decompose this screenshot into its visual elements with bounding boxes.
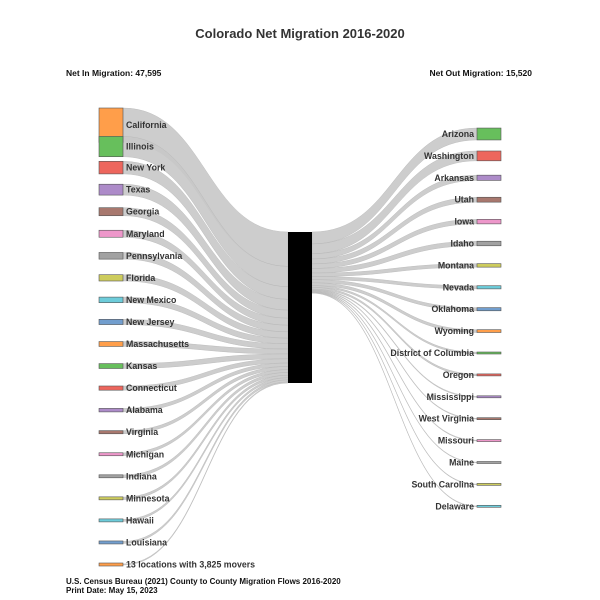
inflow-node-florida bbox=[98, 274, 124, 282]
inflow-label-minnesota: Minnesota bbox=[126, 493, 170, 503]
outflow-label-oklahoma: Oklahoma bbox=[431, 304, 474, 314]
footer: U.S. Census Bureau (2021) County to Coun… bbox=[66, 577, 341, 595]
inflow-label-illinois: Illinois bbox=[126, 142, 154, 152]
inflow-node-minnesota bbox=[98, 496, 124, 501]
net-in-label: Net In Migration: 47,595 bbox=[66, 68, 162, 78]
outflow-node-washington bbox=[476, 150, 502, 162]
outflow-label-arkansas: Arkansas bbox=[434, 173, 474, 183]
inflow-label-alabama: Alabama bbox=[126, 405, 163, 415]
outflow-label-idaho: Idaho bbox=[451, 239, 475, 249]
inflow-label-louisiana: Louisiana bbox=[126, 537, 167, 547]
outflow-node-mississippi bbox=[476, 395, 502, 399]
outflow-node-missouri bbox=[476, 439, 502, 442]
outflow-label-iowa: Iowa bbox=[454, 217, 474, 227]
inflow-node-kansas bbox=[98, 363, 124, 369]
outflow-label-west-virginia: West Virginia bbox=[419, 414, 475, 424]
center-node-colorado bbox=[288, 232, 312, 383]
flow-nodes bbox=[98, 107, 502, 567]
flow-links bbox=[122, 107, 478, 566]
inflow-node-new-mexico bbox=[98, 296, 124, 304]
outflow-node-south-carolina bbox=[476, 483, 502, 486]
inflow-label-connecticut: Connecticut bbox=[126, 383, 177, 393]
inflow-label-maryland: Maryland bbox=[126, 229, 165, 239]
outflow-node-nevada bbox=[476, 285, 502, 290]
inflow-label-pennsylvania: Pennsylvania bbox=[126, 251, 182, 261]
inflow-label-virginia: Virginia bbox=[126, 427, 158, 437]
outflow-link-arizona bbox=[311, 127, 478, 245]
inflow-node-virginia bbox=[98, 430, 124, 435]
inflow-label-new-jersey: New Jersey bbox=[126, 317, 175, 327]
outflow-label-maine: Maine bbox=[449, 458, 474, 468]
outflow-node-montana bbox=[476, 263, 502, 268]
outflow-node-west-virginia bbox=[476, 417, 502, 421]
outflow-node-district-of-columbia bbox=[476, 351, 502, 355]
chart-title: Colorado Net Migration 2016-2020 bbox=[195, 26, 405, 41]
outflow-label-south-carolina: South Carolina bbox=[411, 479, 474, 489]
outflow-label-arizona: Arizona bbox=[442, 129, 474, 139]
inflow-label-florida: Florida bbox=[126, 273, 155, 283]
inflow-label-massachusetts: Massachusetts bbox=[126, 339, 189, 349]
inflow-label-hawaii: Hawaii bbox=[126, 515, 154, 525]
outflow-label-wyoming: Wyoming bbox=[435, 326, 474, 336]
net-out-label: Net Out Migration: 15,520 bbox=[429, 68, 533, 78]
inflow-label-michigan: Michigan bbox=[126, 449, 164, 459]
inflow-node-new-jersey bbox=[98, 319, 124, 325]
inflow-label-kansas: Kansas bbox=[126, 361, 157, 371]
outflow-node-iowa bbox=[476, 219, 502, 225]
inflow-label-13-locations-with-3-825-movers: 13 locations with 3,825 movers bbox=[126, 560, 255, 570]
inflow-node-new-york bbox=[98, 160, 124, 175]
inflow-node-pennsylvania bbox=[98, 252, 124, 260]
outflow-label-missouri: Missouri bbox=[438, 436, 474, 446]
outflow-label-utah: Utah bbox=[454, 195, 474, 205]
inflow-node-massachusetts bbox=[98, 341, 124, 347]
outflow-node-arizona bbox=[476, 127, 502, 141]
outflow-node-delaware bbox=[476, 504, 502, 508]
inflow-label-indiana: Indiana bbox=[126, 471, 157, 481]
footer-print-date: Print Date: May 15, 2023 bbox=[66, 586, 158, 595]
inflow-node-hawaii bbox=[98, 518, 124, 523]
inflow-node-alabama bbox=[98, 408, 124, 413]
inflow-node-illinois bbox=[98, 136, 124, 158]
inflow-node-13-locations-with-3-825-movers bbox=[98, 562, 124, 567]
inflow-node-indiana bbox=[98, 474, 124, 479]
inflow-node-georgia bbox=[98, 207, 124, 217]
flow-labels: California Illinois New York Texas Georgia Ma… bbox=[126, 120, 475, 569]
outflow-link-south-carolina bbox=[311, 291, 478, 485]
outflow-label-district-of-columbia: District of Columbia bbox=[390, 348, 474, 358]
inflow-node-maryland bbox=[98, 229, 124, 238]
outflow-label-mississippi: Mississippi bbox=[427, 392, 474, 402]
inflow-label-california: California bbox=[126, 120, 167, 130]
footer-source: U.S. Census Bureau (2021) County to Coun… bbox=[66, 577, 341, 586]
outflow-node-maine bbox=[476, 461, 502, 464]
outflow-label-delaware: Delaware bbox=[435, 501, 474, 511]
inflow-label-texas: Texas bbox=[126, 185, 150, 195]
outflow-label-nevada: Nevada bbox=[443, 282, 474, 292]
inflow-node-louisiana bbox=[98, 540, 124, 545]
inflow-label-new-mexico: New Mexico bbox=[126, 295, 177, 305]
outflow-node-wyoming bbox=[476, 329, 502, 333]
outflow-label-washington: Washington bbox=[424, 151, 474, 161]
outflow-node-utah bbox=[476, 196, 502, 203]
inflow-label-new-york: New York bbox=[126, 163, 165, 173]
outflow-node-oklahoma bbox=[476, 307, 502, 312]
inflow-node-michigan bbox=[98, 452, 124, 457]
inflow-label-georgia: Georgia bbox=[126, 207, 159, 217]
outflow-node-oregon bbox=[476, 373, 502, 377]
inflow-node-connecticut bbox=[98, 385, 124, 391]
outflow-label-montana: Montana bbox=[438, 260, 474, 270]
outflow-label-oregon: Oregon bbox=[443, 370, 474, 380]
outflow-node-idaho bbox=[476, 240, 502, 247]
inflow-node-texas bbox=[98, 183, 124, 196]
outflow-node-arkansas bbox=[476, 174, 502, 181]
